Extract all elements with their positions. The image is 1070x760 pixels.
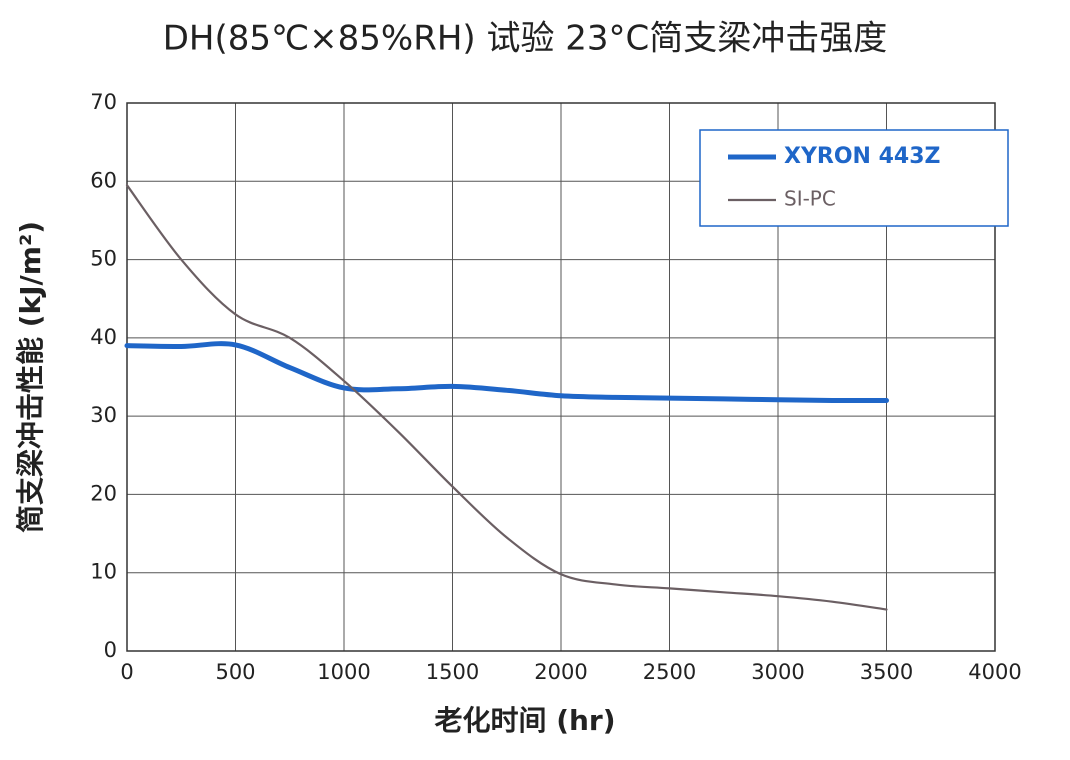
x-tick-label: 3500 <box>860 660 913 684</box>
y-tick-label: 0 <box>104 638 117 662</box>
series-line <box>125 184 888 611</box>
plot-frame <box>126 102 996 652</box>
x-tick-label: 1500 <box>426 660 479 684</box>
y-axis-title: 简支梁冲击性能 (kJ/m²) <box>14 221 47 533</box>
y-tick-label: 50 <box>90 247 117 271</box>
y-tick-label: 60 <box>90 168 117 192</box>
y-tick-label: 10 <box>90 560 117 584</box>
x-tick-label: 2500 <box>643 660 696 684</box>
x-tick-label: 3000 <box>751 660 804 684</box>
y-tick-label: 30 <box>90 403 117 427</box>
x-axis-title: 老化时间 (hr) <box>434 704 615 737</box>
y-tick-label: 40 <box>90 325 117 349</box>
x-tick-label: 500 <box>215 660 255 684</box>
legend-label: XYRON 443Z <box>784 144 940 169</box>
series-line <box>124 341 889 404</box>
x-tick-label: 2000 <box>534 660 587 684</box>
y-tick-label: 70 <box>90 90 117 114</box>
x-tick-label: 4000 <box>968 660 1021 684</box>
chart-title: DH(85℃×85%RH) 试验 23°C简支梁冲击强度 <box>163 19 888 59</box>
legend-box <box>699 129 1009 227</box>
legend-label: SI-PC <box>784 187 836 211</box>
x-tick-label: 1000 <box>317 660 370 684</box>
x-tick-label: 0 <box>120 660 133 684</box>
y-tick-label: 20 <box>90 481 117 505</box>
